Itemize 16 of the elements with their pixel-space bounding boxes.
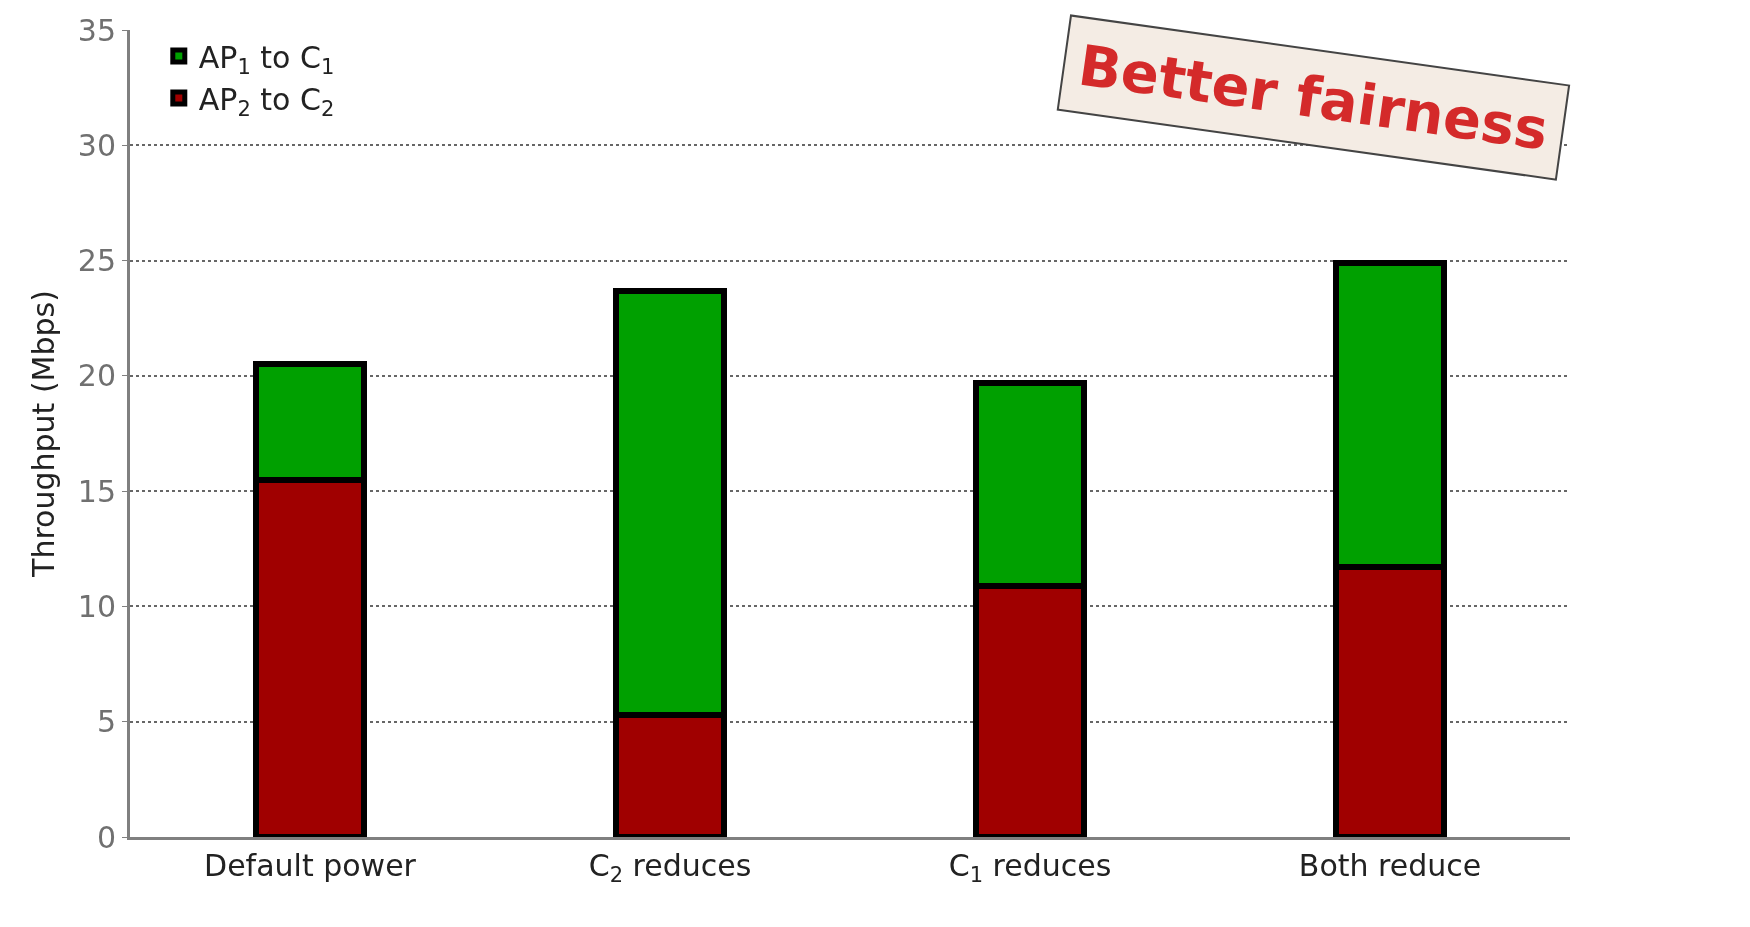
x-tick-label: C$_{1}$ reduces xyxy=(948,848,1112,888)
y-tick-label: 15 xyxy=(77,473,116,509)
y-tick-label: 0 xyxy=(96,819,116,855)
x-tick-label: Both reduce xyxy=(1298,848,1482,883)
y-axis-title: Throughput (Mbps) xyxy=(25,290,61,578)
y-tick-label: 30 xyxy=(77,127,116,163)
x-tick-label: Default power xyxy=(204,848,417,883)
annotation: Better fairness xyxy=(1074,32,1552,163)
y-tick-label: 25 xyxy=(77,243,116,279)
y-tick-label: 20 xyxy=(77,358,116,394)
y-tick-label: 35 xyxy=(77,12,116,48)
legend-label: AP$_{2}$ to C$_{2}$ xyxy=(198,81,335,121)
y-tick-label: 10 xyxy=(77,588,116,624)
x-tick-label: C$_{2}$ reduces xyxy=(588,848,752,888)
y-tick-label: 5 xyxy=(96,704,116,740)
legend-label: AP$_{1}$ to C$_{1}$ xyxy=(198,39,335,79)
